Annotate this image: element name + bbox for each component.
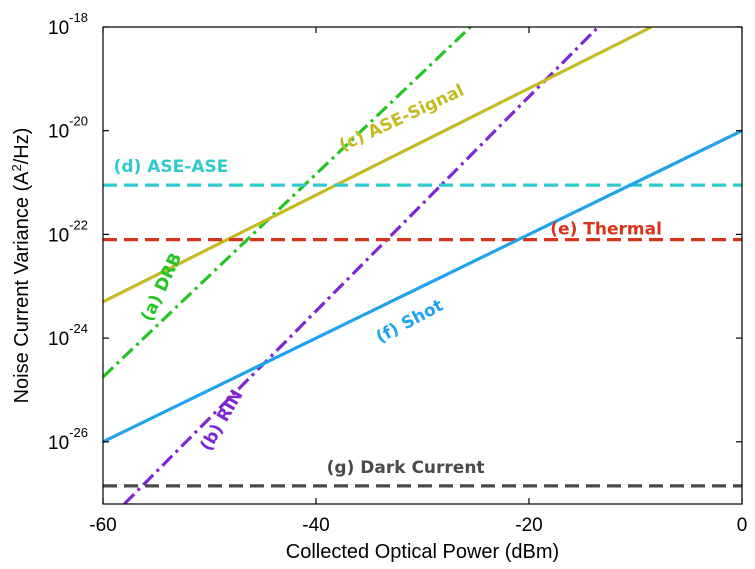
series-label-a-drb: (a) DRB <box>137 250 186 325</box>
y-tick-label-base: 10 <box>48 122 69 143</box>
y-tick-label-base: 10 <box>48 433 69 454</box>
series-label-b-rin: (b) RIN <box>197 386 248 454</box>
plot-frame <box>102 26 743 505</box>
series-layer <box>103 27 742 504</box>
y-tick-label: 10-22 <box>48 217 88 246</box>
y-tick-label-exp: -26 <box>69 425 88 440</box>
series-line-b-rin <box>123 27 600 504</box>
x-axis-label: Collected Optical Power (dBm) <box>286 541 559 563</box>
series-label-layer: (a) DRB(b) RIN(c) ASE-Signal(d) ASE-ASE(… <box>114 81 662 478</box>
y-tick-label: 10-18 <box>48 10 88 39</box>
x-tick-label: -60 <box>89 515 116 536</box>
y-axis-label-prefix: Noise Current Variance (A <box>11 171 33 404</box>
series-line-c-ase-signal <box>103 27 653 304</box>
series-line-a-drb <box>103 27 472 379</box>
series-label-e-thermal: (e) Thermal <box>550 219 662 239</box>
y-tick-label-exp: -20 <box>69 114 88 129</box>
x-tick-label: -40 <box>302 515 329 536</box>
y-tick-label: 10-24 <box>48 321 88 350</box>
y-tick-label: 10-20 <box>48 114 88 143</box>
y-tick-label: 10-26 <box>48 425 88 454</box>
series-line-f-shot <box>103 129 742 444</box>
y-tick-label-base: 10 <box>48 225 69 246</box>
y-tick-label-exp: -22 <box>69 217 88 232</box>
y-axis-label: Noise Current Variance (A2/Hz) <box>9 128 34 404</box>
y-tick-label-exp: -18 <box>69 10 88 25</box>
y-tick-label-base: 10 <box>48 329 69 350</box>
series-label-d-ase-ase: (d) ASE-ASE <box>114 157 229 177</box>
y-tick-label-base: 10 <box>48 18 69 39</box>
y-axis-label-suffix: /Hz) <box>11 128 33 165</box>
x-tick-label: -20 <box>515 515 542 536</box>
y-axis-label-sup: 2 <box>9 164 24 171</box>
y-tick-label-exp: -24 <box>69 321 88 336</box>
series-label-g-dark-current: (g) Dark Current <box>327 458 485 478</box>
x-tick-label: 0 <box>737 515 748 536</box>
